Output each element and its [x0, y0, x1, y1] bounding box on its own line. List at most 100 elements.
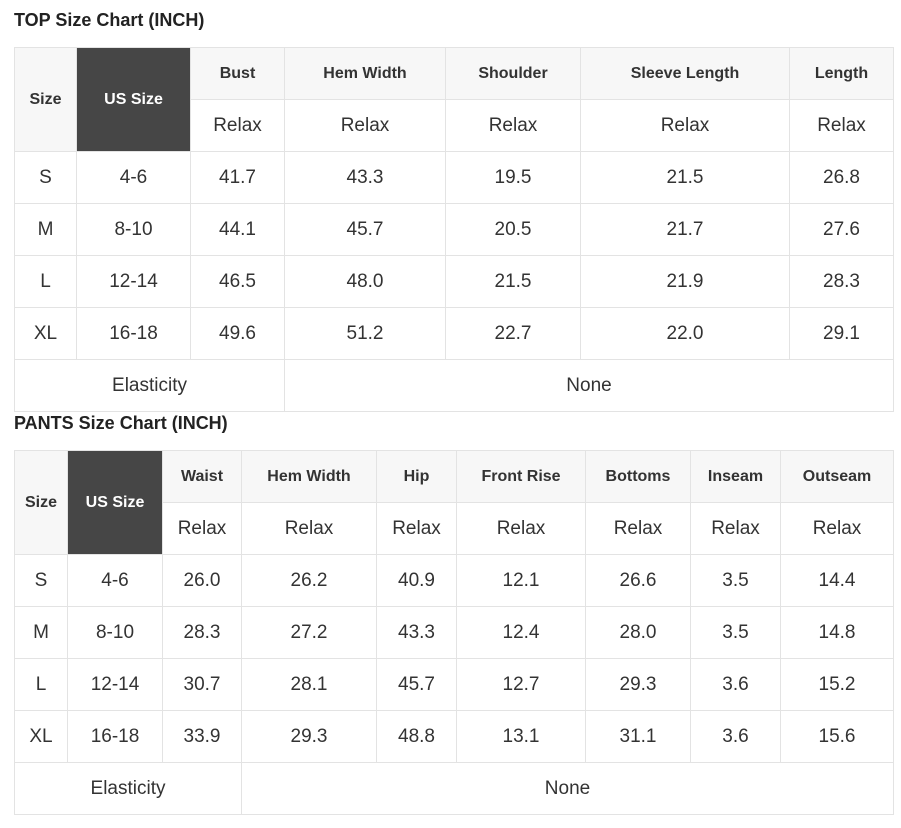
- column-header: Bust: [190, 47, 285, 100]
- elasticity-label: Elasticity: [14, 762, 242, 815]
- column-header: Hem Width: [284, 47, 446, 100]
- top-chart-title: TOP Size Chart (INCH): [14, 10, 205, 30]
- table-row: M 8-10 44.1 45.7 20.5 21.7 27.6: [14, 203, 894, 256]
- value-cell: 29.1: [789, 307, 894, 360]
- value-cell: 29.3: [241, 710, 377, 763]
- value-cell: 12.7: [456, 658, 586, 711]
- value-cell: 45.7: [284, 203, 446, 256]
- table-row: L 12-14 30.7 28.1 45.7 12.7 29.3 3.6 15.2: [14, 658, 894, 711]
- value-cell: 22.0: [580, 307, 790, 360]
- pants-chart-title: PANTS Size Chart (INCH): [14, 413, 228, 433]
- column-header: Inseam: [690, 450, 781, 503]
- value-cell: 15.2: [780, 658, 894, 711]
- fit-cell: Relax: [445, 99, 581, 152]
- value-cell: 48.0: [284, 255, 446, 308]
- value-cell: 8-10: [67, 606, 163, 659]
- column-header: Bottoms: [585, 450, 691, 503]
- value-cell: 26.6: [585, 554, 691, 607]
- value-cell: 12.1: [456, 554, 586, 607]
- column-header: Hip: [376, 450, 457, 503]
- size-cell: M: [14, 203, 77, 256]
- fit-row: Relax Relax Relax Relax Relax Relax Relax: [15, 502, 894, 555]
- table-row: XL 16-18 33.9 29.3 48.8 13.1 31.1 3.6 15.6: [14, 710, 894, 763]
- value-cell: 20.5: [445, 203, 581, 256]
- fit-cell: Relax: [376, 502, 457, 555]
- fit-cell: Relax: [780, 502, 894, 555]
- value-cell: 12.4: [456, 606, 586, 659]
- us-size-header: US Size: [76, 47, 191, 152]
- value-cell: 27.6: [789, 203, 894, 256]
- value-cell: 16-18: [67, 710, 163, 763]
- elasticity-value: None: [284, 359, 894, 412]
- column-header: Sleeve Length: [580, 47, 790, 100]
- fit-cell: Relax: [585, 502, 691, 555]
- size-cell: L: [14, 658, 68, 711]
- header-row: Size US Size Bust Hem Width Shoulder Sleeve L…: [14, 47, 894, 152]
- value-cell: 12-14: [76, 255, 191, 308]
- value-cell: 8-10: [76, 203, 191, 256]
- fit-cell: Relax: [789, 99, 894, 152]
- value-cell: 16-18: [76, 307, 191, 360]
- column-header: Front Rise: [456, 450, 586, 503]
- column-header: Outseam: [780, 450, 894, 503]
- table-row: XL 16-18 49.6 51.2 22.7 22.0 29.1: [14, 307, 894, 360]
- value-cell: 21.5: [445, 255, 581, 308]
- value-cell: 29.3: [585, 658, 691, 711]
- size-header: Size: [14, 47, 77, 152]
- value-cell: 31.1: [585, 710, 691, 763]
- value-cell: 28.0: [585, 606, 691, 659]
- column-header: Length: [789, 47, 894, 100]
- value-cell: 51.2: [284, 307, 446, 360]
- value-cell: 28.3: [162, 606, 242, 659]
- size-cell: XL: [14, 307, 77, 360]
- top-size-table: Size US Size Bust Hem Width Shoulder Sleeve L…: [14, 47, 894, 412]
- value-cell: 4-6: [76, 151, 191, 204]
- pants-size-table: Size US Size Waist Hem Width Hip Front Rise Bo…: [14, 450, 894, 815]
- table-row: S 4-6 26.0 26.2 40.9 12.1 26.6 3.5 14.4: [14, 554, 894, 607]
- table-row: S 4-6 41.7 43.3 19.5 21.5 26.8: [14, 151, 894, 204]
- value-cell: 26.8: [789, 151, 894, 204]
- column-header: Waist: [162, 450, 242, 503]
- fit-cell: Relax: [580, 99, 790, 152]
- size-cell: XL: [14, 710, 68, 763]
- value-cell: 21.7: [580, 203, 790, 256]
- value-cell: 27.2: [241, 606, 377, 659]
- value-cell: 13.1: [456, 710, 586, 763]
- value-cell: 12-14: [67, 658, 163, 711]
- elasticity-label: Elasticity: [14, 359, 285, 412]
- value-cell: 30.7: [162, 658, 242, 711]
- table-row: L 12-14 46.5 48.0 21.5 21.9 28.3: [14, 255, 894, 308]
- size-header: Size: [14, 450, 68, 555]
- value-cell: 3.6: [690, 658, 781, 711]
- value-cell: 3.5: [690, 554, 781, 607]
- size-cell: S: [14, 151, 77, 204]
- value-cell: 22.7: [445, 307, 581, 360]
- value-cell: 43.3: [284, 151, 446, 204]
- fit-cell: Relax: [241, 502, 377, 555]
- elasticity-row: Elasticity None: [14, 359, 894, 412]
- elasticity-row: Elasticity None: [14, 762, 894, 815]
- size-cell: M: [14, 606, 68, 659]
- value-cell: 33.9: [162, 710, 242, 763]
- fit-row: Relax Relax Relax Relax Relax: [15, 99, 894, 152]
- value-cell: 28.1: [241, 658, 377, 711]
- value-cell: 49.6: [190, 307, 285, 360]
- fit-cell: Relax: [284, 99, 446, 152]
- value-cell: 26.2: [241, 554, 377, 607]
- value-cell: 14.8: [780, 606, 894, 659]
- header-row: Size US Size Waist Hem Width Hip Front Rise Bo…: [14, 450, 894, 555]
- value-cell: 46.5: [190, 255, 285, 308]
- column-header: Hem Width: [241, 450, 377, 503]
- value-cell: 26.0: [162, 554, 242, 607]
- fit-cell: Relax: [162, 502, 242, 555]
- value-cell: 43.3: [376, 606, 457, 659]
- value-cell: 3.6: [690, 710, 781, 763]
- size-cell: S: [14, 554, 68, 607]
- value-cell: 21.5: [580, 151, 790, 204]
- value-cell: 28.3: [789, 255, 894, 308]
- us-size-header: US Size: [67, 450, 163, 555]
- size-cell: L: [14, 255, 77, 308]
- value-cell: 19.5: [445, 151, 581, 204]
- fit-cell: Relax: [190, 99, 285, 152]
- value-cell: 4-6: [67, 554, 163, 607]
